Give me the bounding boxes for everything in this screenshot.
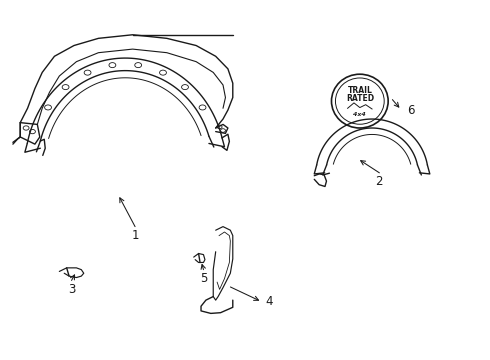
Text: 5: 5 bbox=[200, 272, 207, 285]
Text: 1: 1 bbox=[131, 229, 139, 242]
Text: 2: 2 bbox=[376, 175, 383, 188]
Text: 3: 3 bbox=[68, 283, 75, 296]
Text: 6: 6 bbox=[407, 104, 415, 117]
Text: TRAIL: TRAIL bbox=[347, 86, 372, 95]
Text: 4: 4 bbox=[266, 296, 273, 309]
Text: 4x4: 4x4 bbox=[353, 112, 366, 117]
Text: RATED: RATED bbox=[346, 94, 374, 103]
